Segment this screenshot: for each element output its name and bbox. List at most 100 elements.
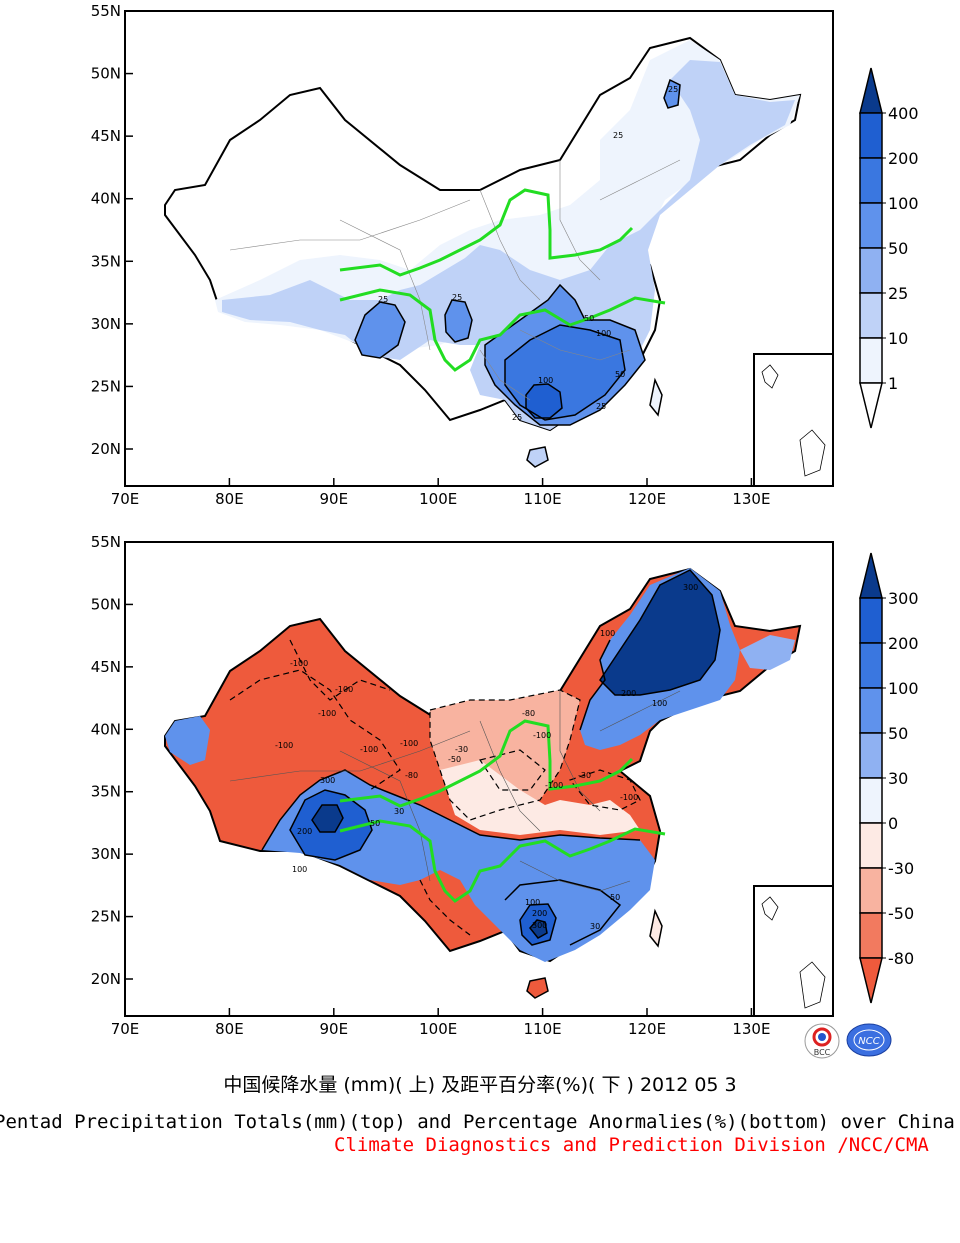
lon-tick-label: 120E bbox=[628, 1020, 666, 1038]
colorbar-label: 200 bbox=[888, 634, 919, 653]
lon-tick-label: 100E bbox=[419, 1020, 457, 1038]
contour-label: -100 bbox=[290, 659, 308, 668]
anomaly-area-pos-northeast-300 bbox=[600, 570, 720, 695]
lat-tick-label: 20N bbox=[91, 970, 121, 988]
colorbar-swatch bbox=[859, 867, 883, 914]
colorbar-cap bbox=[859, 67, 883, 114]
anomaly-area-pos-tibet-300 bbox=[312, 805, 343, 832]
colorbar-label: 50 bbox=[888, 239, 908, 258]
lat-tick-label: 50N bbox=[91, 65, 121, 83]
contour-label: 300 bbox=[683, 583, 698, 592]
caption-chinese: 中国候降水量 (mm)( 上) 及距平百分率(%)( 下 ) 2012 05 3 bbox=[223, 1074, 737, 1096]
colorbar-label: -30 bbox=[888, 859, 914, 878]
colorbar-label: -80 bbox=[888, 949, 914, 968]
colorbar-label: 0 bbox=[888, 814, 898, 833]
contour-label: 25 bbox=[613, 131, 623, 140]
colorbar-label: 1 bbox=[888, 374, 898, 393]
colorbar-swatch bbox=[859, 642, 883, 689]
lat-tick-label: 20N bbox=[91, 440, 121, 458]
colorbar-swatch bbox=[859, 732, 883, 779]
contour-label: -100 bbox=[400, 739, 418, 748]
lon-tick-label: 100E bbox=[419, 490, 457, 508]
contour-label: 100 bbox=[538, 376, 553, 385]
contour-label: 25 bbox=[668, 85, 678, 94]
contour-label: -100 bbox=[545, 781, 563, 790]
anomaly-south-china-sea-inset bbox=[753, 885, 834, 1017]
lat-tick-label: 45N bbox=[91, 127, 121, 145]
colorbar-swatch bbox=[859, 112, 883, 159]
contour-label: -100 bbox=[620, 793, 638, 802]
contour-label: 30 bbox=[590, 922, 600, 931]
colorbar-swatch bbox=[859, 247, 883, 294]
totals-area-west-25 bbox=[355, 302, 405, 358]
contour-label: 200 bbox=[297, 827, 312, 836]
lat-tick-label: 30N bbox=[91, 315, 121, 333]
colorbar-swatch bbox=[859, 912, 883, 959]
lat-tick-label: 50N bbox=[91, 595, 121, 613]
colorbar-label: 400 bbox=[888, 104, 919, 123]
contour-label: 50 bbox=[584, 314, 594, 323]
contour-label: 100 bbox=[292, 865, 307, 874]
colorbar-label: 10 bbox=[888, 329, 908, 348]
lon-tick-label: 110E bbox=[524, 490, 562, 508]
colorbar-swatch bbox=[859, 597, 883, 644]
contour-label: 100 bbox=[600, 629, 615, 638]
colorbar-label: -50 bbox=[888, 904, 914, 923]
colorbar-swatch bbox=[859, 292, 883, 339]
colorbar-label: 200 bbox=[888, 149, 919, 168]
totals-area-mid-25 bbox=[445, 300, 472, 342]
colorbar-label: 50 bbox=[888, 724, 908, 743]
contour-label: 25 bbox=[452, 293, 462, 302]
lon-tick-label: 80E bbox=[215, 1020, 244, 1038]
anomaly-axes: 55N 50N 45N 40N 35N 30N 25N 20N 70E 80E 90E 100E 110… bbox=[91, 533, 771, 1038]
lon-tick-label: 90E bbox=[320, 490, 349, 508]
totals-area-light bbox=[215, 40, 800, 350]
colorbar-label: 300 bbox=[888, 589, 919, 608]
contour-label: 300 bbox=[320, 776, 335, 785]
contour-label: 200 bbox=[532, 909, 547, 918]
lon-tick-label: 110E bbox=[524, 1020, 562, 1038]
colorbar-label: 30 bbox=[888, 769, 908, 788]
contour-label: -30 bbox=[578, 771, 591, 780]
anomaly-yangtze-river bbox=[339, 819, 666, 903]
totals-contour-labels: 25 25 25 25 50 100 100 50 25 25 bbox=[378, 85, 678, 422]
lon-tick-label: 70E bbox=[111, 1020, 140, 1038]
colorbar-swatch bbox=[859, 337, 883, 384]
contour-label: 50 bbox=[615, 370, 625, 379]
lat-tick-label: 55N bbox=[91, 533, 121, 551]
lon-tick-label: 130E bbox=[732, 490, 770, 508]
colorbar-label: 100 bbox=[888, 194, 919, 213]
contour-label: 50 bbox=[370, 819, 380, 828]
contour-label: 100 bbox=[596, 329, 611, 338]
colorbar-swatch bbox=[859, 687, 883, 734]
colorbar-swatch bbox=[859, 777, 883, 824]
lat-tick-label: 40N bbox=[91, 720, 121, 738]
contour-label: -80 bbox=[405, 771, 418, 780]
contour-label: 200 bbox=[621, 689, 636, 698]
contour-label: -100 bbox=[360, 745, 378, 754]
lat-tick-label: 45N bbox=[91, 658, 121, 676]
bcc-logo: BCC bbox=[803, 1022, 841, 1060]
lat-tick-label: 35N bbox=[91, 783, 121, 801]
totals-colorbar: 400 200 100 50 25 10 1 bbox=[859, 67, 919, 429]
caption-english: Pentad Precipitation Totals(mm)(top) and… bbox=[0, 1111, 955, 1133]
anomaly-map: 300 300 200 100 -100 -100 -100 -100 -100… bbox=[91, 533, 834, 1038]
colorbar-cap bbox=[859, 382, 883, 429]
contour-label: -100 bbox=[318, 709, 336, 718]
contour-label: 50 bbox=[610, 893, 620, 902]
contour-label: -100 bbox=[335, 685, 353, 694]
anomaly-area-pos-south-300 bbox=[530, 920, 547, 938]
caption-credit: Climate Diagnostics and Prediction Divis… bbox=[334, 1134, 929, 1156]
contour-label: 100 bbox=[525, 898, 540, 907]
totals-yangtze-river bbox=[339, 288, 666, 372]
contour-label: -100 bbox=[275, 741, 293, 750]
anomaly-yellow-river bbox=[339, 719, 634, 808]
ncc-logo: NCC bbox=[845, 1022, 893, 1058]
colorbar-cap bbox=[859, 957, 883, 1004]
contour-label: 100 bbox=[652, 699, 667, 708]
lat-tick-label: 30N bbox=[91, 845, 121, 863]
contour-label: -80 bbox=[522, 709, 535, 718]
lon-tick-label: 120E bbox=[628, 490, 666, 508]
anomaly-area-neg-faint bbox=[440, 760, 640, 835]
